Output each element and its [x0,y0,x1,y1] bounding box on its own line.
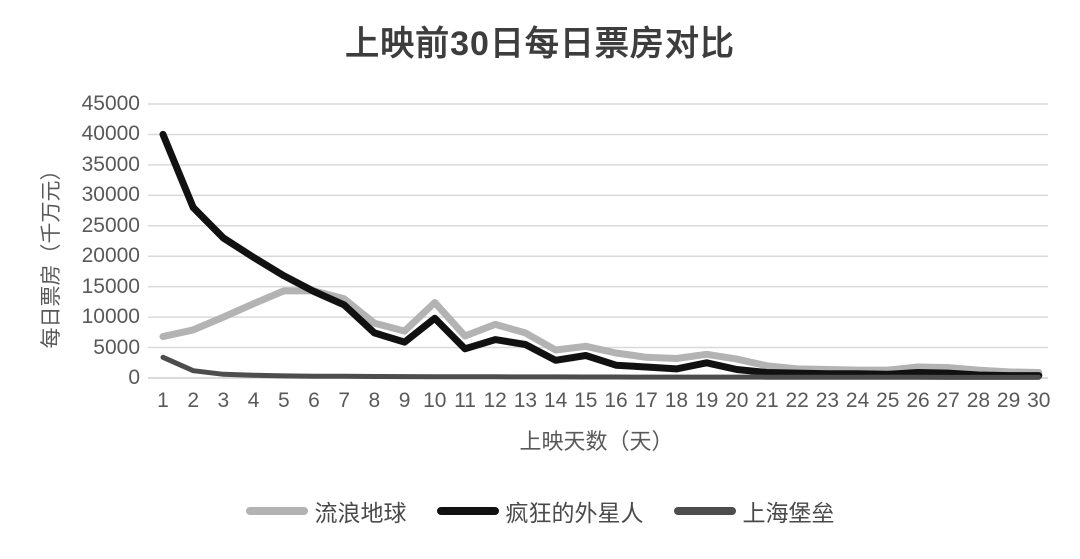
x-tick-label: 14 [543,389,568,412]
x-tick-label: 16 [604,389,628,412]
legend-label: 上海堡垒 [742,500,835,526]
x-tick-label: 18 [664,389,689,412]
x-tick-label: 10 [423,389,447,412]
x-tick-label: 26 [906,389,930,412]
y-tick-label: 5000 [93,335,140,359]
series-line-2 [160,354,1042,380]
x-tick-label: 15 [574,389,598,412]
x-tick-label: 25 [876,389,900,412]
legend: 流浪地球 疯狂的外星人 上海堡垒 [0,494,1080,528]
x-tick-label: 19 [694,389,719,412]
legend-item-0: 流浪地球 [245,494,407,528]
x-tick-label: 17 [634,389,658,412]
legend-swatch-icon [436,507,499,515]
series-line-1 [159,130,1043,380]
legend-label: 流浪地球 [314,500,407,526]
chart-title: 上映前30日每日票房对比 [345,25,735,63]
x-tick-label: 28 [966,389,991,412]
x-tick-label: 2 [187,389,200,412]
x-tick-label: 8 [368,389,381,412]
y-tick-label: 25000 [81,213,140,237]
x-tick-label: 4 [247,389,260,412]
legend-label: 疯狂的外星人 [505,500,644,526]
x-tick-label: 29 [996,389,1021,412]
legend-swatch-icon [245,507,308,515]
x-tick-label: 20 [725,389,749,412]
x-tick-label: 9 [398,389,411,412]
y-tick-label: 35000 [81,152,140,176]
x-axis-title: 上映天数（天） [519,429,674,454]
legend-item-2: 上海堡垒 [673,494,835,528]
x-tick-label: 21 [755,389,779,412]
y-tick-label: 20000 [81,244,140,268]
y-tick-label: 40000 [81,122,140,146]
x-tick-label: 5 [277,389,290,412]
legend-swatch-icon [673,507,736,515]
x-tick-label: 6 [308,389,320,412]
y-tick-label: 0 [128,366,140,389]
x-tick-label: 23 [815,389,840,412]
y-tick-label: 45000 [81,92,140,115]
x-tick-label: 27 [936,389,960,412]
x-tick-label: 30 [1027,389,1051,412]
x-tick-label: 7 [338,389,351,412]
x-tick-label: 11 [454,389,476,412]
y-tick-label: 15000 [81,274,140,298]
y-tick-label: 10000 [81,305,140,329]
x-tick-label: 24 [845,389,870,412]
x-tick-label: 13 [513,389,538,412]
x-tick-label: 3 [217,389,230,412]
y-tick-label: 30000 [81,183,140,207]
legend-item-1: 疯狂的外星人 [436,494,644,528]
x-tick-label: 1 [157,389,169,412]
x-tick-label: 12 [483,389,507,412]
x-tick-label: 22 [785,389,809,412]
